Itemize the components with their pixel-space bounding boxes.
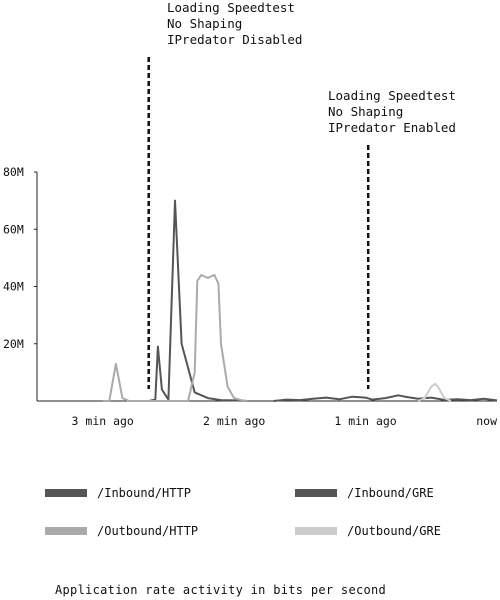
x-tick-label: 2 min ago <box>203 414 265 428</box>
y-tick-label: 40M <box>3 280 24 294</box>
legend-swatch-inbound-gre <box>295 489 337 497</box>
legend-label-inbound-gre: /Inbound/GRE <box>347 486 434 500</box>
legend-item-outbound-gre: /Outbound/GRE <box>295 524 441 538</box>
series-line-outboundgre <box>417 382 452 402</box>
legend-item-outbound-http: /Outbound/HTTP <box>45 524 198 538</box>
series-line-inboundhttp <box>148 199 248 402</box>
y-tick-label: 60M <box>3 222 24 236</box>
annotation-ipredator-enabled: Loading Speedtest No Shaping IPredator E… <box>328 88 456 135</box>
x-tick-label: 3 min ago <box>72 414 134 428</box>
legend-label-inbound-http: /Inbound/HTTP <box>97 486 191 500</box>
series-line-inboundgre <box>273 394 498 402</box>
legend-label-outbound-http: /Outbound/HTTP <box>97 524 199 538</box>
chart-caption: Application rate activity in bits per se… <box>55 583 387 597</box>
y-tick-label: 80M <box>3 165 24 179</box>
legend-swatch-outbound-http <box>45 527 87 535</box>
series-line-outboundhttp <box>102 274 248 402</box>
legend-label-outbound-gre: /Outbound/GRE <box>347 524 441 538</box>
x-tick-label: now <box>476 414 497 428</box>
y-tick-label: 20M <box>3 337 24 351</box>
legend-item-inbound-http: /Inbound/HTTP <box>45 486 191 500</box>
legend-swatch-inbound-http <box>45 489 87 497</box>
legend-item-inbound-gre: /Inbound/GRE <box>295 486 434 500</box>
legend-swatch-outbound-gre <box>295 527 337 535</box>
x-tick-label: 1 min ago <box>334 414 396 428</box>
annotation-ipredator-disabled: Loading Speedtest No Shaping IPredator D… <box>167 0 303 47</box>
